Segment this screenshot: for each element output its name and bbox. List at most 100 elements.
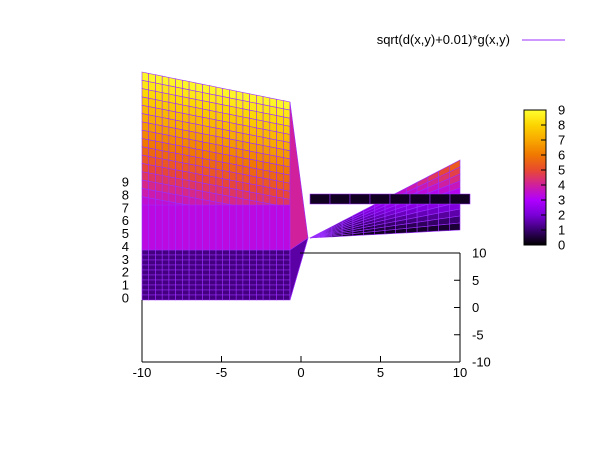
surface-cell [182, 264, 190, 271]
z-tick-5: 5 [122, 226, 129, 241]
z-tick-1: 1 [122, 278, 129, 293]
surface-cell [222, 254, 230, 261]
y-tick-0: 10 [472, 246, 486, 261]
colorbar-tick-5: 5 [558, 163, 565, 178]
surface-cell [182, 112, 190, 124]
surface-cell [148, 189, 156, 200]
surface-cell [209, 175, 217, 186]
surface-cell [168, 264, 176, 271]
surface-cell [242, 249, 250, 256]
surface-cell [416, 225, 429, 233]
surface-cell [175, 259, 183, 266]
surface-cell [155, 124, 163, 135]
surface-cell [161, 175, 170, 186]
surface-cell [168, 151, 176, 162]
surface-cell [161, 204, 170, 251]
surface-cell [141, 274, 149, 281]
legend-label: sqrt(d(x,y)+0.01)*g(x,y) [377, 32, 510, 47]
surface-cell [188, 249, 197, 256]
surface-cell [229, 279, 237, 286]
surface-cell [202, 133, 210, 144]
surface-cell [188, 279, 197, 286]
surface-cell [202, 182, 210, 193]
surface-cell [262, 145, 271, 156]
surface-cell [215, 177, 223, 188]
surface-cell [222, 279, 230, 286]
y-tick-1: 5 [472, 273, 479, 288]
surface-cell [168, 204, 176, 251]
colorbar-tick-8: 8 [558, 118, 565, 133]
surface-cell [148, 139, 156, 150]
surface-cell [175, 254, 183, 261]
surface-cell [155, 165, 163, 176]
surface-cell [209, 264, 217, 271]
surface-cell [148, 269, 156, 276]
surface-cell [148, 249, 156, 256]
surface-cell [249, 101, 257, 112]
surface-cell [229, 154, 237, 166]
surface-cell [229, 249, 237, 256]
surface-cell [269, 284, 277, 291]
surface-cell [229, 264, 237, 271]
surface-cell [202, 100, 210, 111]
surface-cell [148, 131, 156, 142]
surface-cell [141, 249, 149, 256]
surface-cell [188, 97, 197, 108]
surface-cell [175, 86, 183, 98]
surface-cell [249, 249, 257, 256]
surface-cell [202, 294, 210, 301]
surface-cell [168, 254, 176, 261]
surface-cell [175, 289, 183, 296]
surface-cell [242, 274, 250, 281]
surface-cell [256, 284, 264, 291]
surface-cell [269, 264, 277, 271]
surface-cell [148, 254, 156, 261]
surface-cell [155, 274, 163, 281]
surface-cell [161, 254, 170, 261]
surface-cell [235, 284, 244, 291]
surface-cell [282, 289, 291, 296]
surface-cell [195, 279, 203, 286]
surface-cell [161, 289, 170, 296]
legend: sqrt(d(x,y)+0.01)*g(x,y) [377, 32, 565, 47]
surface-cell [276, 294, 284, 301]
surface-cell [269, 294, 277, 301]
surface-cell [195, 259, 203, 266]
surface-cell [384, 229, 397, 235]
surface-cell [256, 264, 264, 271]
surface-cell [242, 284, 250, 291]
surface-cell [188, 254, 197, 261]
surface-cell [282, 269, 291, 276]
surface-cell [242, 294, 250, 301]
surface-cell [168, 289, 176, 296]
surface-cell [202, 149, 210, 161]
surface-cell [182, 178, 190, 190]
surface-cell [249, 93, 257, 104]
surface-cell [262, 289, 271, 296]
surface-cell [242, 190, 250, 201]
surface-cell [168, 101, 176, 113]
surface-cell [155, 269, 163, 276]
surface-cell [188, 89, 197, 100]
surface-cell [155, 259, 163, 266]
surface-cell [282, 284, 291, 291]
surface-cell [242, 289, 250, 296]
surface-cell [229, 179, 237, 190]
surface-cell [161, 264, 170, 271]
surface-cell [182, 154, 190, 165]
surface-cell [448, 222, 461, 231]
surface-cell [329, 193, 351, 205]
surface-cell [209, 204, 217, 251]
surface-cell [168, 118, 176, 129]
surface-cell [215, 152, 223, 163]
surface-cell [209, 284, 217, 291]
surface-cell [161, 166, 170, 178]
surface-cell [222, 249, 230, 256]
surface-cell [148, 289, 156, 296]
surface-cell [282, 274, 291, 281]
surface-cell [256, 204, 264, 251]
surface-cell [282, 149, 291, 160]
surface-cell [182, 259, 190, 266]
surface-cell [235, 259, 244, 266]
